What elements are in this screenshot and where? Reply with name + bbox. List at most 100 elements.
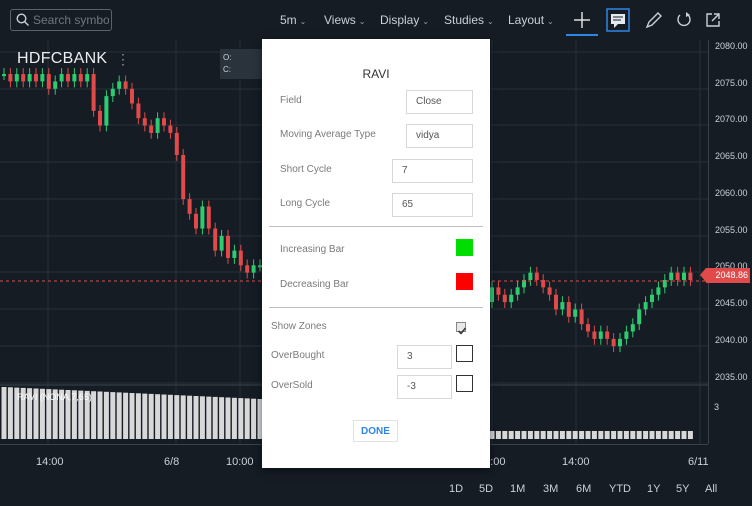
y-tick-label: 2060.00 [715,188,748,198]
candle-body [592,331,597,339]
range-1d[interactable]: 1D [449,483,464,495]
candle-body [27,74,32,82]
histogram-bar [244,398,250,439]
x-tick-label: 10:00 [226,456,254,468]
candle-body [573,309,578,317]
short-cycle-input[interactable]: 7 [392,159,473,183]
increasing-color-swatch[interactable] [456,239,473,256]
field-select[interactable]: Close [406,90,473,114]
y-tick-label: 2055.00 [715,225,748,235]
study-label[interactable]: RAVI (NONA,7,65) [17,392,92,402]
decreasing-color-swatch[interactable] [456,273,473,290]
candle-body [682,272,686,281]
range-all[interactable]: All [705,483,718,495]
histogram-bar [591,431,597,439]
histogram-bar [611,431,617,439]
range-5y[interactable]: 5Y [676,483,690,495]
done-button[interactable]: DONE [353,420,398,442]
histogram-bar [78,390,84,439]
candle-body [213,228,218,251]
short-cycle-label: Short Cycle [280,164,332,175]
histogram-bar [27,388,33,439]
histogram-bar [508,431,514,439]
histogram-bar [540,431,546,439]
candle-body [675,272,680,281]
histogram-bar [662,431,668,439]
histogram-bar [566,431,572,439]
comment-button[interactable] [606,8,630,32]
y-tick-label: 2035.00 [715,372,748,382]
divider [269,307,483,308]
show-zones-checkbox[interactable] [456,322,467,335]
symbol-menu-icon[interactable]: ⋮ [116,51,130,67]
ma-type-select[interactable]: vidya [406,124,473,148]
range-6m[interactable]: 6M [576,483,592,495]
candle-body [566,302,571,317]
decreasing-bar-label: Decreasing Bar [280,279,349,290]
oversold-input[interactable]: -3 [397,375,452,399]
range-3m[interactable]: 3M [543,483,559,495]
range-5d[interactable]: 5D [479,483,494,495]
histogram-bar [167,394,173,439]
x-tick-label: 14:00 [36,456,64,468]
range-1y[interactable]: 1Y [647,483,661,495]
candle-body [200,206,205,229]
histogram-bar [585,431,591,439]
candle-body [85,74,90,82]
histogram-bar [547,431,553,439]
candle-body [238,250,243,266]
symbol-search[interactable] [10,9,112,31]
undo-button[interactable] [672,8,696,32]
long-cycle-input[interactable]: 65 [392,193,473,217]
candle-body [142,118,147,126]
candle-body [541,280,546,288]
menu-label: Layout [508,13,545,27]
histogram-bar [687,431,693,439]
overbought-input[interactable]: 3 [397,345,452,369]
share-button[interactable] [701,8,725,32]
studies-menu[interactable]: Studies ⌄ [444,13,494,27]
candle-body [258,265,262,268]
histogram-bar [39,388,45,439]
candle-body [688,272,693,281]
display-menu[interactable]: Display ⌄ [380,13,429,27]
interval-menu[interactable]: 5m ⌄ [280,13,306,27]
increasing-bar-label: Increasing Bar [280,244,345,255]
candle-body [490,287,494,303]
histogram-bar [65,390,71,439]
search-input[interactable] [33,11,109,29]
histogram-bar [52,389,58,439]
histogram-bar [681,431,687,439]
histogram-bar [71,390,77,439]
histogram-bar [623,431,629,439]
comment-icon [606,8,630,32]
histogram-bar [251,398,257,439]
overbought-color-swatch[interactable] [456,345,473,362]
histogram-bar [46,389,52,439]
draw-button[interactable] [642,8,666,32]
range-ytd[interactable]: YTD [609,483,631,495]
candle-body [187,199,192,214]
chevron-down-icon: ⌄ [547,17,554,26]
histogram-bar [110,392,116,439]
range-1m[interactable]: 1M [510,483,526,495]
crosshair-button[interactable] [566,8,598,36]
chevron-down-icon: ⌄ [299,17,307,26]
field-label: Field [280,95,302,106]
histogram-bar [675,431,681,439]
histogram-bar [123,392,129,439]
candle-body [579,309,584,325]
histogram-bar [579,431,585,439]
y-tick-label: 2050.00 [715,261,748,271]
oversold-color-swatch[interactable] [456,375,473,392]
histogram-bar [238,398,244,439]
candle-body [656,287,661,295]
histogram-bar [617,431,623,439]
divider [269,226,483,227]
layout-menu[interactable]: Layout ⌄ [508,13,554,27]
candle-body [534,272,539,281]
candle-body [522,280,526,288]
views-menu[interactable]: Views ⌄ [324,13,366,27]
price-axis[interactable]: 2080.00 2075.00 2070.00 2065.00 2060.00 … [708,40,752,444]
study-settings-dialog: RAVI Field Close Moving Average Type vid… [262,39,490,468]
